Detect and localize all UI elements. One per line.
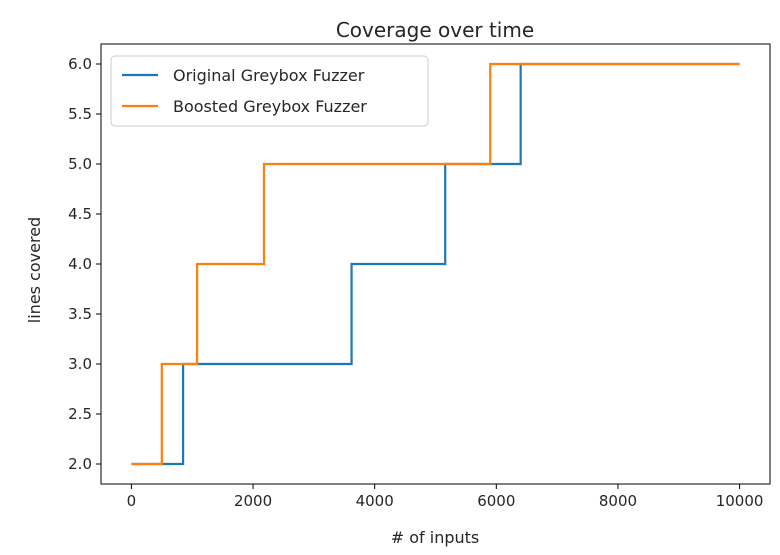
y-tick-label: 5.5 [68,105,92,123]
y-tick-label: 2.5 [68,405,92,423]
x-tick-label: 8000 [599,492,637,510]
x-tick-label: 4000 [356,492,394,510]
legend: Original Greybox Fuzzer Boosted Greybox F… [110,55,429,127]
y-tick-label: 4.5 [68,205,92,223]
series-line-0 [131,62,740,466]
y-tick-label: 5.0 [68,155,92,173]
legend-label-0: Original Greybox Fuzzer [173,66,365,85]
x-axis-label: # of inputs [391,528,480,547]
x-axis: 0 2000 4000 6000 8000 10000 [127,484,764,510]
y-tick-label: 2.0 [68,455,92,473]
y-tick-label: 3.5 [68,305,92,323]
y-axis-label: lines covered [25,217,44,323]
y-tick-label: 3.0 [68,355,92,373]
legend-label-1: Boosted Greybox Fuzzer [173,97,367,116]
legend-box [110,55,429,127]
series-layer [131,62,740,466]
y-tick-label: 6.0 [68,55,92,73]
x-tick-label: 10000 [716,492,764,510]
chart-title: Coverage over time [336,18,534,42]
x-tick-label: 0 [127,492,137,510]
y-axis: 2.0 2.5 3.0 3.5 4.0 4.5 5.0 5.5 6.0 [68,55,101,473]
y-tick-label: 4.0 [68,255,92,273]
x-tick-label: 2000 [234,492,272,510]
x-tick-label: 6000 [477,492,515,510]
series-line-1 [131,62,740,466]
